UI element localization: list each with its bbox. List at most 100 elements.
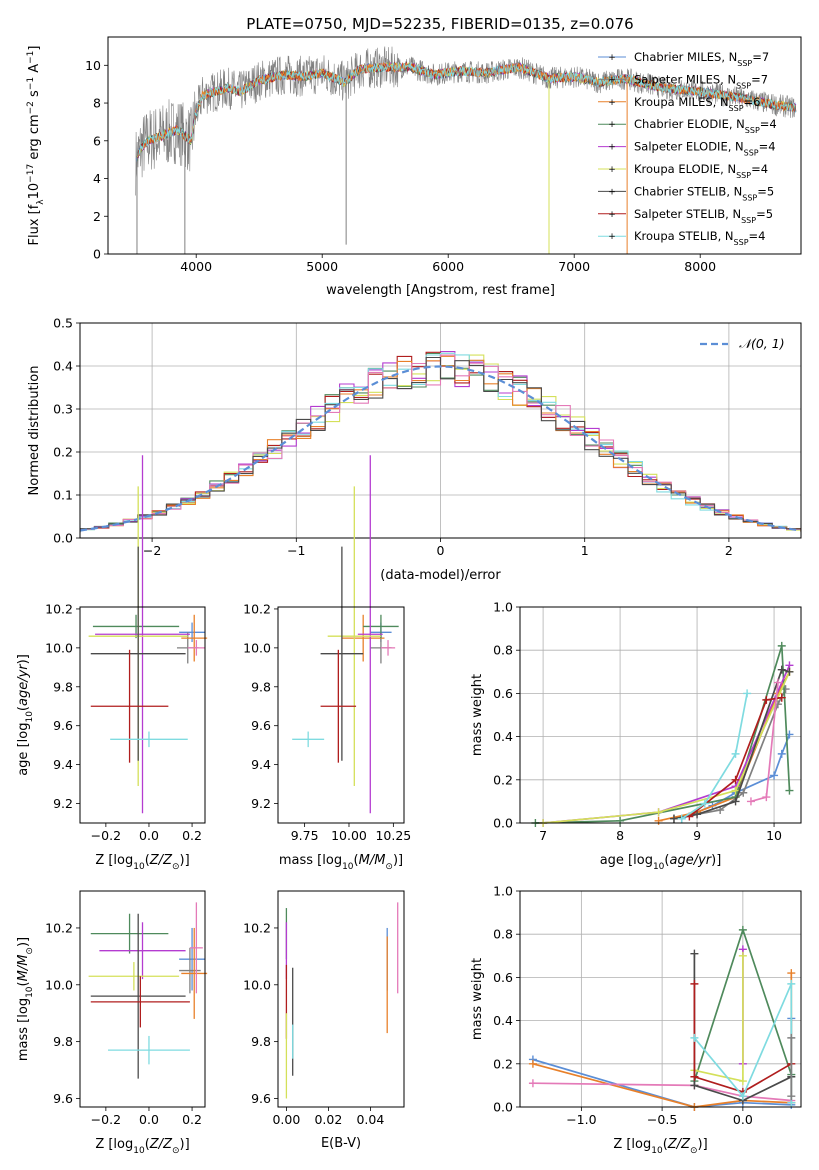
label-part: mass [log	[16, 998, 31, 1061]
y-tick-label: 8	[93, 96, 101, 111]
y-tick-label: 0.4	[53, 359, 73, 374]
x-tick-label: 0.0	[139, 828, 159, 843]
y-tick-label: 9.6	[53, 718, 73, 733]
y-tick-label: 0	[93, 247, 101, 262]
label-part: Z [log	[95, 853, 133, 868]
y-tick-label: 10.2	[243, 601, 271, 616]
residuals-frame	[79, 322, 802, 539]
errorbars-age_vs_Z	[88, 455, 208, 814]
y-tick-label: 10.0	[45, 640, 73, 655]
legend-label-part: SSP	[744, 148, 759, 157]
label-part: age [log	[16, 723, 31, 776]
x-axis-label: wavelength [Angstrom, rest frame]	[326, 283, 555, 298]
label-part: (	[16, 706, 31, 711]
legend-marker: +	[608, 53, 616, 63]
axes-age_vs_Z: −0.2 0.0 0.2 9.2 9.4 9.6 9.8 10.0 10.2	[45, 601, 202, 843]
y-tick-label: 0.0	[493, 1100, 513, 1115]
weight-series	[535, 645, 791, 824]
lines-massweight_vs_age	[531, 641, 794, 827]
x-tick-label: 0.0	[733, 1112, 753, 1127]
legend-label-part: SSP	[734, 238, 749, 247]
weight-point	[528, 1079, 537, 1088]
label-part: Normed distribution	[27, 366, 42, 496]
x-tick-label: −2	[143, 543, 161, 558]
legend-label-part: Chabrier ELODIE, N	[634, 117, 745, 131]
x-tick-label: 8000	[684, 259, 716, 274]
x-axis-label: (data-model)/error	[380, 568, 501, 583]
legend-label: Kroupa ELODIE, NSSP=4	[634, 162, 768, 180]
axes-massweight_vs_age: 7 8 9 10 0.0 0.2 0.4 0.6 0.8 1.0	[493, 600, 801, 843]
weight-point	[787, 979, 796, 988]
legend-label-part: =5	[756, 207, 773, 221]
label-part: 10	[133, 862, 145, 872]
label-part: M/M	[16, 955, 31, 982]
legend-marker: +	[608, 75, 616, 85]
y-tick-label: 0.0	[53, 531, 73, 546]
frame-age_vs_mass	[277, 606, 405, 824]
y-tick-label: 0.6	[493, 686, 513, 701]
y-tick-label: 10.0	[243, 977, 271, 992]
axes-mass_vs_ebv: 0.00 0.02 0.04 9.6 9.8 10.0 10.2	[243, 920, 384, 1127]
label-part: −1	[26, 77, 36, 90]
y-tick-label: 0.8	[493, 643, 513, 658]
label-part: mass weight	[470, 674, 485, 756]
x-tick-label: 0.0	[139, 1112, 159, 1127]
x-tick-label: 0.00	[272, 1112, 300, 1127]
axes-mass_vs_Z: −0.2 0.0 0.2 9.6 9.8 10.0 10.2	[45, 920, 202, 1127]
label-part: 10	[651, 1146, 663, 1156]
weight-point	[700, 799, 709, 808]
x-tick-label: −1.0	[566, 1112, 596, 1127]
legend-label-part: Kroupa ELODIE, N	[634, 162, 736, 176]
x-tick-label: 10.00	[331, 828, 367, 843]
legend-marker: +	[608, 210, 616, 220]
y-tick-label: 10.2	[243, 920, 271, 935]
label-part: Z/Z	[149, 1137, 173, 1152]
x-tick-label: 4000	[180, 259, 212, 274]
label-part: age/yr	[669, 853, 712, 868]
legend-label-part: Salpeter MILES, N	[634, 72, 736, 86]
y-tick-label: 9.6	[53, 1091, 73, 1106]
legend-label: Chabrier STELIB, NSSP=5	[634, 184, 774, 202]
y-tick-label: 0.0	[493, 816, 513, 831]
y-tick-label: 10.0	[45, 977, 73, 992]
weight-point	[731, 749, 740, 758]
x-tick-label: 7	[539, 828, 547, 843]
legend-label-part: =4	[749, 229, 766, 243]
legend-label-part: SSP	[745, 126, 760, 135]
label-part: (	[145, 1137, 150, 1152]
legend-label: Chabrier ELODIE, NSSP=4	[634, 117, 777, 135]
weight-point	[777, 693, 786, 702]
x-axis-label: E(B-V)	[321, 1136, 361, 1151]
legend-marker: +	[608, 143, 616, 153]
label-part: −17	[26, 164, 36, 183]
y-tick-label: 4	[93, 171, 101, 186]
weight-point	[731, 775, 740, 784]
x-axis-label: Z [log10(Z/Z⊙)]	[95, 853, 189, 872]
weight-point	[787, 1092, 796, 1101]
x-tick-label: 9	[693, 828, 701, 843]
legend-label-part: Chabrier MILES, N	[634, 50, 737, 64]
label-part: ⊙	[172, 862, 180, 872]
label-part: ⊙	[172, 1146, 180, 1156]
legend-label-part: =6	[744, 95, 761, 109]
label-part: (	[664, 853, 669, 868]
legend-label-part: =7	[752, 50, 769, 64]
y-tick-label: 9.8	[251, 1034, 271, 1049]
weight-series	[543, 671, 791, 824]
label-part: )]	[393, 853, 403, 868]
legend-label: 𝒩(0, 1)	[739, 336, 785, 351]
label-part: age [log	[600, 853, 653, 868]
x-tick-label: 6000	[432, 259, 464, 274]
weight-series	[694, 955, 744, 1083]
label-part: )]	[16, 937, 31, 947]
y-axis-label: Normed distribution	[27, 366, 42, 496]
weight-series	[681, 693, 748, 820]
x-tick-label: 0.2	[182, 828, 202, 843]
weight-point	[669, 814, 678, 823]
x-tick-label: 1	[581, 543, 589, 558]
y-tick-label: 1.0	[493, 600, 513, 615]
label-part: Z [log	[613, 1137, 651, 1152]
legend-label-part: SSP	[729, 103, 744, 112]
label-part: )]	[180, 853, 190, 868]
weight-point	[693, 810, 702, 819]
